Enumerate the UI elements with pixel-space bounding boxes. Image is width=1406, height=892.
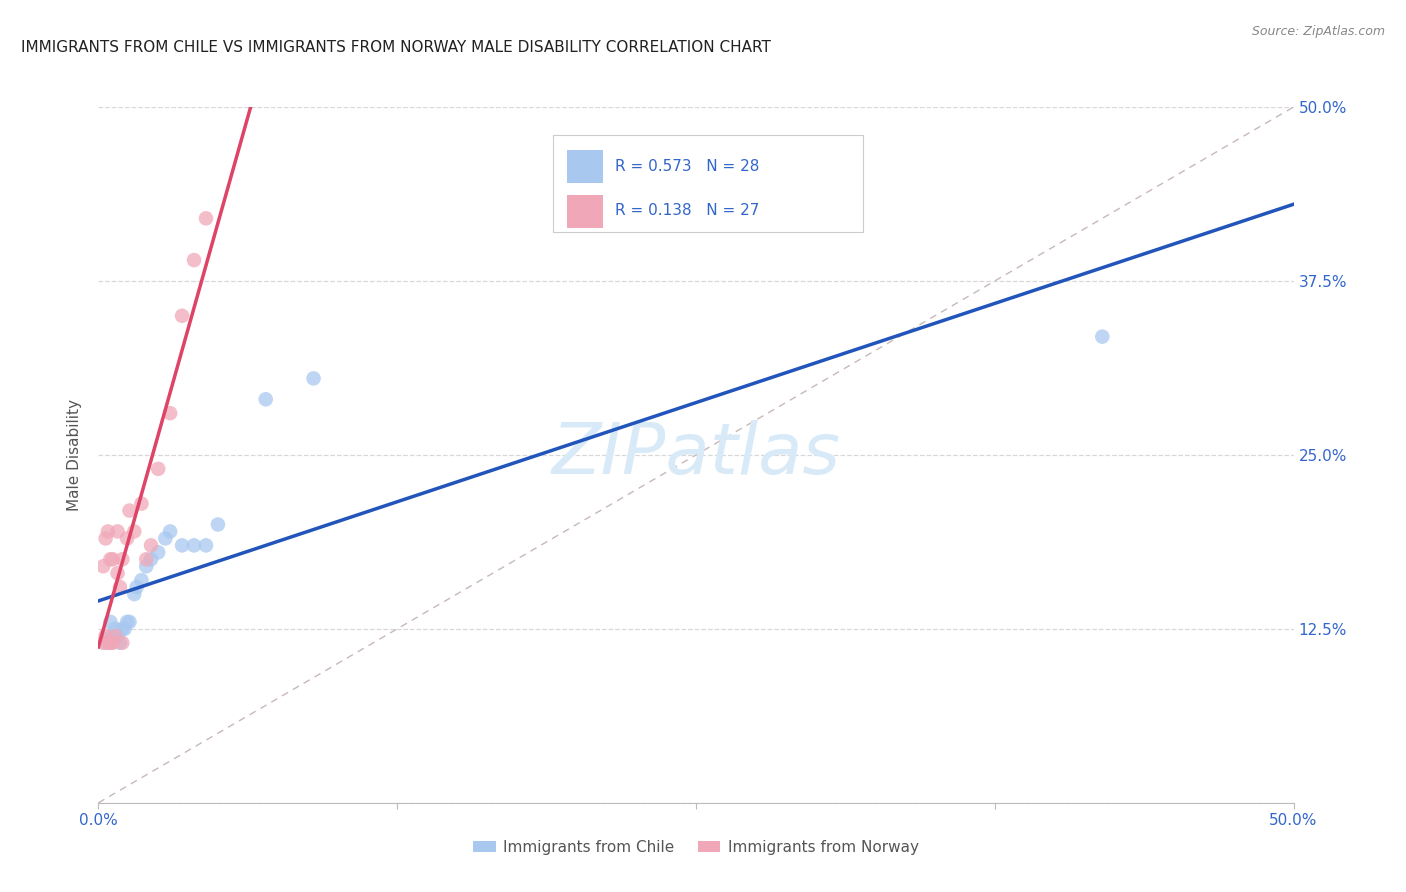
Point (124, 524, 146, 539)
Point (115, 615, 138, 629)
Legend: Immigrants from Chile, Immigrants from Norway: Immigrants from Chile, Immigrants from N… (467, 834, 925, 862)
FancyBboxPatch shape (567, 194, 603, 228)
Point (159, 406, 181, 420)
Point (98, 636, 122, 650)
Point (207, 517, 229, 532)
Point (104, 622, 127, 636)
Point (91, 636, 114, 650)
Point (159, 524, 181, 539)
Point (302, 371, 325, 385)
Point (111, 622, 134, 636)
Point (91, 559, 114, 574)
Point (183, 538, 205, 552)
Text: R = 0.138   N = 27: R = 0.138 N = 27 (614, 203, 759, 219)
Point (104, 632, 127, 646)
Text: IMMIGRANTS FROM CHILE VS IMMIGRANTS FROM NORWAY MALE DISABILITY CORRELATION CHAR: IMMIGRANTS FROM CHILE VS IMMIGRANTS FROM… (21, 40, 770, 55)
Y-axis label: Male Disability: Male Disability (67, 399, 83, 511)
Point (118, 503, 141, 517)
Point (111, 552, 134, 566)
Point (139, 538, 162, 552)
Point (1091, 329, 1114, 343)
Text: Source: ZipAtlas.com: Source: ZipAtlas.com (1251, 25, 1385, 38)
Point (107, 629, 129, 643)
Point (155, 532, 177, 546)
Point (172, 309, 194, 323)
Point (125, 580, 148, 594)
Point (107, 524, 129, 539)
Point (118, 615, 141, 629)
Point (104, 629, 127, 643)
Point (101, 636, 124, 650)
Point (94, 532, 117, 546)
Point (254, 392, 277, 407)
Point (139, 552, 162, 566)
Point (94, 629, 117, 643)
Point (107, 566, 129, 581)
Text: ZIPatlas: ZIPatlas (551, 420, 841, 490)
Point (97, 524, 120, 539)
Point (148, 545, 170, 559)
Point (172, 538, 194, 552)
Point (115, 532, 138, 546)
Point (135, 559, 157, 574)
Point (195, 538, 218, 552)
Point (108, 636, 131, 650)
Point (148, 462, 170, 476)
Point (124, 587, 146, 601)
Point (183, 253, 205, 268)
Point (101, 552, 124, 566)
FancyBboxPatch shape (553, 135, 863, 232)
FancyBboxPatch shape (567, 150, 603, 184)
Point (98, 615, 122, 629)
Point (97, 632, 120, 646)
Point (131, 497, 153, 511)
Point (114, 622, 136, 636)
Point (98, 636, 122, 650)
Point (111, 636, 134, 650)
Point (131, 573, 153, 587)
Point (135, 552, 157, 566)
Point (98, 552, 122, 566)
Text: R = 0.573   N = 28: R = 0.573 N = 28 (614, 159, 759, 174)
Point (195, 211, 218, 226)
Point (108, 580, 131, 594)
Point (97, 636, 120, 650)
Point (101, 629, 124, 643)
Point (94, 636, 117, 650)
